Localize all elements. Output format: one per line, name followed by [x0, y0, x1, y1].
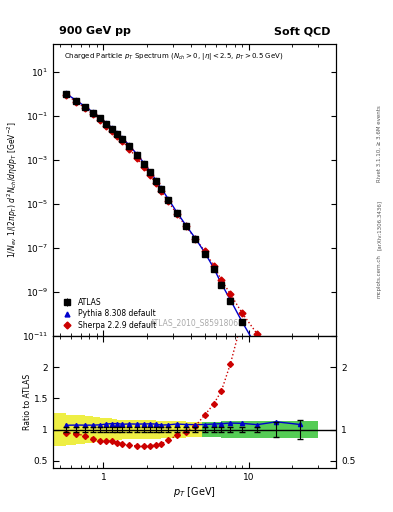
Pythia 8.308 default: [141, 160, 146, 166]
Sherpa 2.2.9 default: [63, 92, 68, 98]
Pythia 8.308 default: [134, 151, 139, 157]
Pythia 8.308 default: [193, 236, 198, 242]
Text: ATLAS_2010_S8591806: ATLAS_2010_S8591806: [150, 318, 239, 327]
Sherpa 2.2.9 default: [74, 99, 79, 105]
Sherpa 2.2.9 default: [274, 359, 279, 365]
Sherpa 2.2.9 default: [193, 236, 198, 242]
Text: Rivet 3.1.10, ≥ 3.6M events: Rivet 3.1.10, ≥ 3.6M events: [377, 105, 382, 182]
Pythia 8.308 default: [91, 109, 95, 115]
Sherpa 2.2.9 default: [134, 155, 139, 161]
Sherpa 2.2.9 default: [110, 128, 115, 134]
Sherpa 2.2.9 default: [83, 105, 88, 112]
Sherpa 2.2.9 default: [91, 112, 95, 118]
Pythia 8.308 default: [98, 115, 103, 121]
Pythia 8.308 default: [184, 222, 188, 228]
Text: mcplots.cern.ch: mcplots.cern.ch: [377, 254, 382, 298]
Pythia 8.308 default: [174, 209, 179, 215]
Pythia 8.308 default: [255, 345, 260, 351]
Pythia 8.308 default: [240, 318, 244, 325]
Sherpa 2.2.9 default: [98, 117, 103, 123]
Sherpa 2.2.9 default: [141, 164, 146, 170]
Text: [arXiv:1306.3436]: [arXiv:1306.3436]: [377, 200, 382, 250]
Pythia 8.308 default: [110, 125, 115, 131]
Sherpa 2.2.9 default: [298, 391, 302, 397]
Sherpa 2.2.9 default: [120, 138, 125, 144]
Sherpa 2.2.9 default: [174, 211, 179, 217]
Sherpa 2.2.9 default: [115, 133, 120, 139]
Sherpa 2.2.9 default: [184, 223, 188, 229]
Legend: ATLAS, Pythia 8.308 default, Sherpa 2.2.9 default: ATLAS, Pythia 8.308 default, Sherpa 2.2.…: [57, 296, 159, 332]
Pythia 8.308 default: [219, 281, 224, 287]
X-axis label: $p_T$ [GeV]: $p_T$ [GeV]: [173, 485, 216, 499]
Sherpa 2.2.9 default: [202, 248, 207, 254]
Sherpa 2.2.9 default: [219, 277, 224, 283]
Pythia 8.308 default: [228, 297, 233, 303]
Pythia 8.308 default: [166, 196, 171, 202]
Line: Pythia 8.308 default: Pythia 8.308 default: [63, 91, 302, 423]
Pythia 8.308 default: [104, 120, 109, 126]
Pythia 8.308 default: [159, 185, 163, 191]
Y-axis label: Ratio to ATLAS: Ratio to ATLAS: [24, 374, 33, 430]
Pythia 8.308 default: [83, 103, 88, 110]
Pythia 8.308 default: [202, 250, 207, 256]
Pythia 8.308 default: [274, 377, 279, 383]
Text: Charged Particle $p_T$ Spectrum ($N_{ch} > 0$, $|\eta| < 2.5$, $p_T > 0.5$ GeV): Charged Particle $p_T$ Spectrum ($N_{ch}…: [64, 51, 284, 62]
Line: Sherpa 2.2.9 default: Sherpa 2.2.9 default: [63, 92, 302, 396]
Pythia 8.308 default: [120, 135, 125, 141]
Sherpa 2.2.9 default: [159, 188, 163, 195]
Pythia 8.308 default: [148, 168, 152, 175]
Pythia 8.308 default: [127, 142, 131, 148]
Sherpa 2.2.9 default: [228, 291, 233, 297]
Pythia 8.308 default: [298, 418, 302, 424]
Sherpa 2.2.9 default: [166, 198, 171, 204]
Y-axis label: $1/N_{ev}$ $1/(2\pi p_T)$ $d^2N_{ch}/d\eta dp_T$ [GeV$^{-2}$]: $1/N_{ev}$ $1/(2\pi p_T)$ $d^2N_{ch}/d\e…: [6, 121, 20, 258]
Text: Soft QCD: Soft QCD: [274, 26, 331, 36]
Pythia 8.308 default: [115, 130, 120, 136]
Sherpa 2.2.9 default: [240, 310, 244, 316]
Sherpa 2.2.9 default: [127, 145, 131, 152]
Pythia 8.308 default: [63, 90, 68, 96]
Sherpa 2.2.9 default: [148, 172, 152, 178]
Pythia 8.308 default: [154, 177, 158, 183]
Pythia 8.308 default: [74, 97, 79, 103]
Sherpa 2.2.9 default: [255, 331, 260, 337]
Text: 900 GeV pp: 900 GeV pp: [59, 26, 130, 36]
Sherpa 2.2.9 default: [211, 263, 216, 269]
Sherpa 2.2.9 default: [154, 180, 158, 186]
Pythia 8.308 default: [211, 265, 216, 271]
Sherpa 2.2.9 default: [104, 123, 109, 129]
